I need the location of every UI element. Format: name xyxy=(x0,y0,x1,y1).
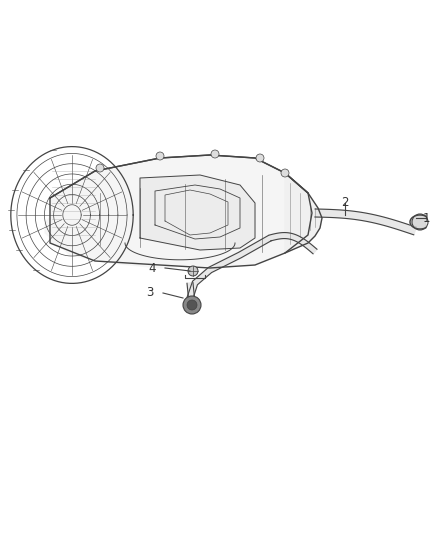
Circle shape xyxy=(96,164,104,172)
Circle shape xyxy=(183,296,201,314)
Polygon shape xyxy=(410,215,426,229)
Polygon shape xyxy=(285,173,322,253)
Polygon shape xyxy=(187,282,195,303)
Text: 4: 4 xyxy=(148,262,156,274)
Text: 3: 3 xyxy=(146,287,154,300)
Circle shape xyxy=(188,266,198,276)
Circle shape xyxy=(281,169,289,177)
Circle shape xyxy=(256,154,264,162)
Circle shape xyxy=(187,300,197,310)
Text: 1: 1 xyxy=(422,212,430,224)
Circle shape xyxy=(156,152,164,160)
Circle shape xyxy=(211,150,219,158)
Text: 2: 2 xyxy=(341,197,349,209)
Polygon shape xyxy=(45,163,310,268)
Polygon shape xyxy=(269,232,317,254)
Polygon shape xyxy=(140,175,255,250)
Polygon shape xyxy=(315,209,416,235)
Polygon shape xyxy=(50,155,312,268)
Polygon shape xyxy=(187,236,272,299)
